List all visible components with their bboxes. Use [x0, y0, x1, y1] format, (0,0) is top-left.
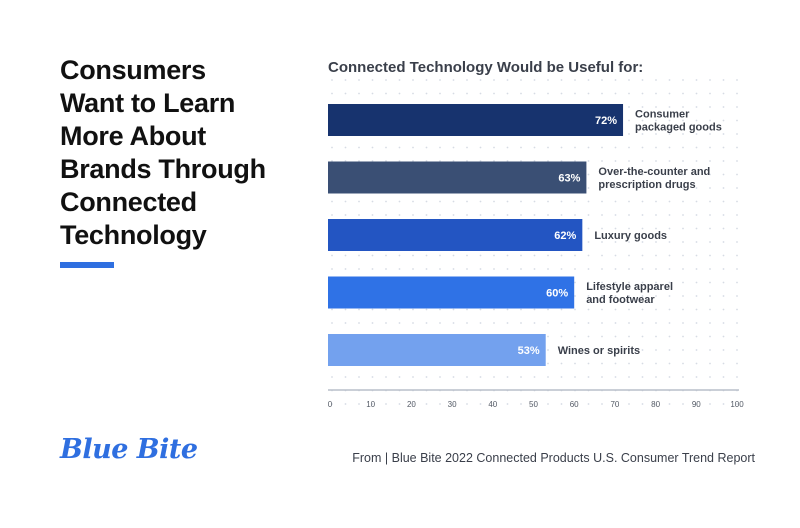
x-tick-label: 90	[692, 400, 701, 409]
x-tick-label: 10	[366, 400, 375, 409]
x-tick-label: 60	[570, 400, 579, 409]
category-label: Consumer packaged goods	[635, 109, 722, 134]
x-tick-label: 100	[730, 400, 744, 409]
bar	[328, 161, 587, 194]
headline-line: Brands Through	[60, 154, 266, 184]
category-label: Wines or spirits	[558, 345, 640, 357]
headline-line: Want to Learn	[60, 88, 236, 118]
headline-line: Consumers	[60, 55, 206, 85]
bar-value-label: 62%	[554, 230, 576, 242]
bar	[328, 104, 624, 136]
x-tick-label: 40	[488, 400, 497, 409]
headline-line: More About	[60, 121, 206, 151]
headline-line: Technology	[60, 220, 207, 250]
source-note: From | Blue Bite 2022 Connected Products…	[352, 451, 755, 465]
x-tick-label: 20	[407, 400, 416, 409]
headline-line: Connected	[60, 187, 197, 217]
category-label: Lifestyle apparel and footwear	[586, 281, 673, 306]
x-tick-label: 70	[610, 400, 619, 409]
bar-value-label: 53%	[518, 345, 540, 357]
bar-value-label: 60%	[546, 288, 568, 300]
x-tick-label: 30	[448, 400, 457, 409]
category-label: Luxury goods	[594, 230, 667, 242]
bar-value-label: 63%	[558, 173, 580, 185]
x-tick-label: 80	[651, 400, 660, 409]
bar-value-label: 72%	[595, 115, 617, 127]
page-headline: Consumers Want to Learn More About Brand…	[60, 54, 310, 252]
x-tick-label: 50	[529, 400, 538, 409]
category-label: Over-the-counter and prescription drugs	[598, 166, 710, 191]
bar	[328, 276, 575, 309]
chart-title: Connected Technology Would be Useful for…	[328, 59, 644, 76]
x-tick-label: 0	[328, 400, 333, 409]
bar	[328, 219, 583, 251]
bar	[328, 334, 546, 366]
headline-accent-bar	[60, 262, 114, 268]
blue-bite-logo: Blue Bite	[60, 434, 198, 465]
